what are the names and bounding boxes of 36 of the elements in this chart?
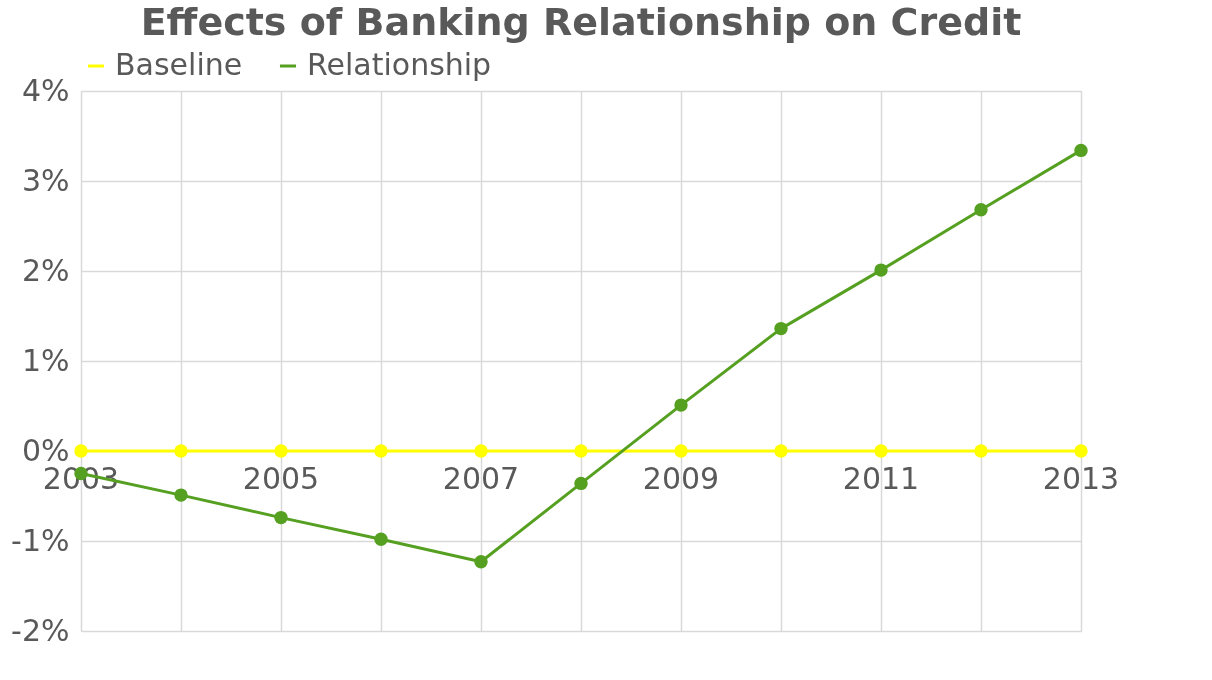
point: [174, 444, 188, 458]
point: [974, 444, 988, 458]
y-tick-label: 2%: [21, 252, 70, 288]
legend-label: Relationship: [307, 47, 492, 82]
x-tick-label: 2011: [842, 461, 920, 496]
x-tick-label: 2007: [442, 461, 520, 496]
point: [774, 444, 788, 458]
point: [674, 398, 688, 412]
point: [874, 444, 888, 458]
point: [1074, 143, 1088, 158]
chart-title: Effects of Banking Relationship on Credit: [140, 0, 1022, 44]
point: [574, 444, 588, 458]
x-tick-label: 2013: [1042, 461, 1120, 496]
point: [274, 444, 288, 458]
point: [1074, 444, 1088, 458]
point: [374, 532, 388, 546]
point: [774, 321, 788, 336]
point: [174, 488, 188, 502]
y-tick-label: 1%: [21, 342, 70, 378]
y-tick-label: -2%: [11, 612, 70, 648]
point: [874, 263, 888, 277]
y-tick-label: -1%: [11, 522, 70, 558]
y-tick-label: 0%: [21, 432, 70, 468]
y-tick-label: 3%: [21, 162, 70, 198]
point: [974, 203, 988, 217]
point: [274, 510, 288, 525]
point: [474, 444, 488, 458]
point: [574, 476, 588, 491]
point: [474, 555, 488, 569]
point: [74, 444, 88, 458]
point: [374, 444, 388, 458]
x-tick-label: 2009: [642, 461, 720, 496]
x-tick-label: 2005: [242, 461, 320, 496]
point: [674, 444, 688, 458]
y-tick-label: 4%: [21, 72, 70, 108]
legend-label: Baseline: [115, 47, 243, 82]
